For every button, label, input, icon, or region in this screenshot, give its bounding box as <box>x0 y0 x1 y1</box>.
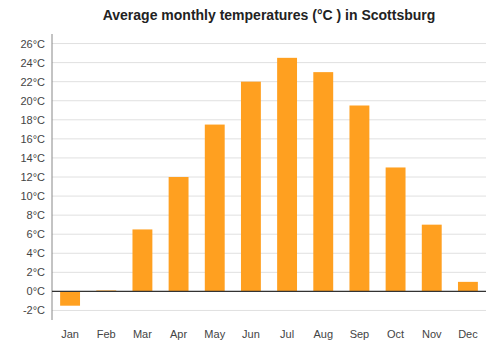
grid-line <box>52 253 486 254</box>
y-tick-label: 4°C <box>27 247 46 259</box>
bars <box>60 58 478 306</box>
x-tick-label: Sep <box>350 328 370 340</box>
y-tick-label: -2°C <box>23 304 45 316</box>
bar <box>205 125 225 292</box>
bar <box>422 225 442 292</box>
bar <box>458 282 478 292</box>
grid <box>52 44 486 311</box>
grid-line <box>52 157 486 158</box>
grid-line <box>52 62 486 63</box>
chart: Average monthly temperatures (°C ) in Sc… <box>0 0 500 350</box>
x-tick-label: Jan <box>61 328 79 340</box>
title: Average monthly temperatures (°C ) in Sc… <box>103 7 436 23</box>
x-tick-label: Apr <box>170 328 187 340</box>
bar <box>313 72 333 291</box>
x-tick-label: Aug <box>313 328 333 340</box>
grid-line <box>52 215 486 216</box>
y-tick-label: 14°C <box>20 152 45 164</box>
x-tick-label: Mar <box>133 328 152 340</box>
bar <box>277 58 297 292</box>
x-tick-label: Feb <box>97 328 116 340</box>
y-tick-label: 6°C <box>27 228 46 240</box>
x-tick-label: Jul <box>280 328 294 340</box>
y-tick-label: 10°C <box>20 190 45 202</box>
grid-line <box>52 43 486 44</box>
y-tick-label: 24°C <box>20 57 45 69</box>
grid-line <box>52 177 486 178</box>
y-axis-line <box>52 34 53 320</box>
x-tick-label: May <box>204 328 225 340</box>
x-tick-label: Dec <box>458 328 478 340</box>
y-tick-label: 18°C <box>20 114 45 126</box>
y-tick-label: 12°C <box>20 171 45 183</box>
y-tick-label: 16°C <box>20 133 45 145</box>
grid-line <box>52 100 486 101</box>
bar <box>386 167 406 291</box>
y-tick-label: 0°C <box>27 285 46 297</box>
x-tick-label: Nov <box>422 328 442 340</box>
y-tick-label: 22°C <box>20 76 45 88</box>
grid-line <box>52 119 486 120</box>
grid-line <box>52 291 486 292</box>
bar <box>132 229 152 291</box>
grid-line <box>52 138 486 139</box>
grid-line <box>52 196 486 197</box>
x-tick-label: Oct <box>387 328 404 340</box>
y-tick-label: 26°C <box>20 38 45 50</box>
bar <box>349 106 369 292</box>
zero-line <box>52 291 486 292</box>
grid-line <box>52 310 486 311</box>
grid-line <box>52 234 486 235</box>
grid-line <box>52 81 486 82</box>
y-tick-label: 20°C <box>20 95 45 107</box>
bar <box>169 177 189 291</box>
grid-line <box>52 272 486 273</box>
y-tick-label: 8°C <box>27 209 46 221</box>
bar <box>60 291 80 305</box>
y-tick-label: 2°C <box>27 266 46 278</box>
bar <box>241 82 261 292</box>
x-tick-label: Jun <box>242 328 260 340</box>
